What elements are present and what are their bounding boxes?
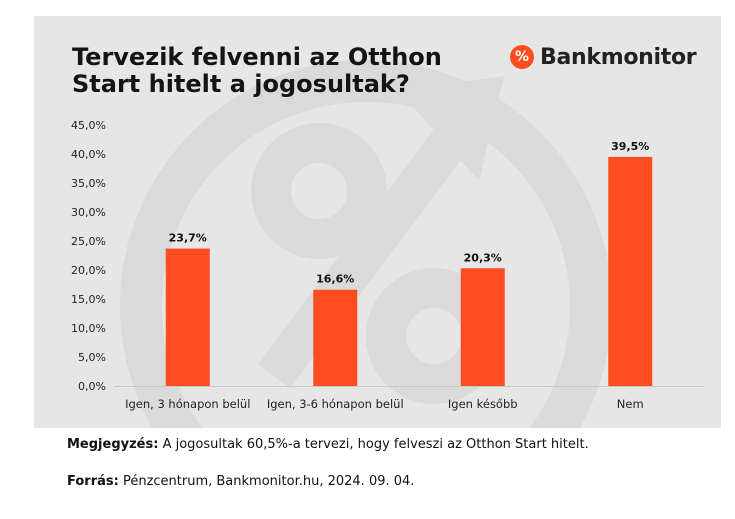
source-text: Pénzcentrum, Bankmonitor.hu, 2024. 09. 0… [118, 474, 415, 489]
data-label: 39,5% [611, 140, 649, 153]
x-tick-label: Nem [617, 397, 644, 411]
y-tick-label: 25,0% [71, 235, 106, 248]
y-tick-label: 0,0% [78, 380, 106, 393]
footnote: Megjegyzés: A jogosultak 60,5%-a tervezi… [67, 437, 589, 452]
y-tick-label: 30,0% [71, 206, 106, 219]
data-label: 23,7% [169, 232, 207, 245]
data-label: 16,6% [316, 273, 354, 286]
brand-logo: % Bankmonitor [510, 42, 697, 72]
bar [313, 289, 358, 386]
bar-chart: 0,0% 5,0% 10,0% 15,0% 20,0% 25,0% 30,0% 35,0% 40… [71, 119, 704, 411]
y-tick-label: 5,0% [78, 351, 106, 364]
y-tick-label: 40,0% [71, 148, 106, 161]
x-tick-label: Igen később [448, 397, 518, 411]
footnote-text: A jogosultak 60,5%-a tervezi, hogy felve… [158, 437, 589, 452]
y-tick-label: 45,0% [71, 119, 106, 132]
percent-logo-icon: % [510, 45, 534, 69]
y-tick-label: 10,0% [71, 322, 106, 335]
percent-watermark-icon [120, 60, 612, 428]
chart-card: Tervezik felvenni az Otthon Start hitelt… [34, 16, 721, 428]
brand-name: Bankmonitor [540, 44, 697, 70]
x-tick-label: Igen, 3-6 hónapon belül [267, 397, 404, 411]
footnote-label: Megjegyzés: [67, 437, 159, 452]
bar [608, 156, 653, 386]
y-tick-label: 20,0% [71, 264, 106, 277]
source-note: Forrás: Pénzcentrum, Bankmonitor.hu, 202… [67, 474, 414, 489]
bar [165, 248, 210, 386]
bar [460, 268, 505, 386]
x-tick-label: Igen, 3 hónapon belül [125, 397, 250, 411]
y-tick-label: 35,0% [71, 177, 106, 190]
data-label: 20,3% [464, 251, 502, 264]
y-tick-label: 15,0% [71, 293, 106, 306]
source-label: Forrás: [67, 474, 119, 489]
chart-title: Tervezik felvenni az Otthon Start hitelt… [72, 43, 442, 98]
